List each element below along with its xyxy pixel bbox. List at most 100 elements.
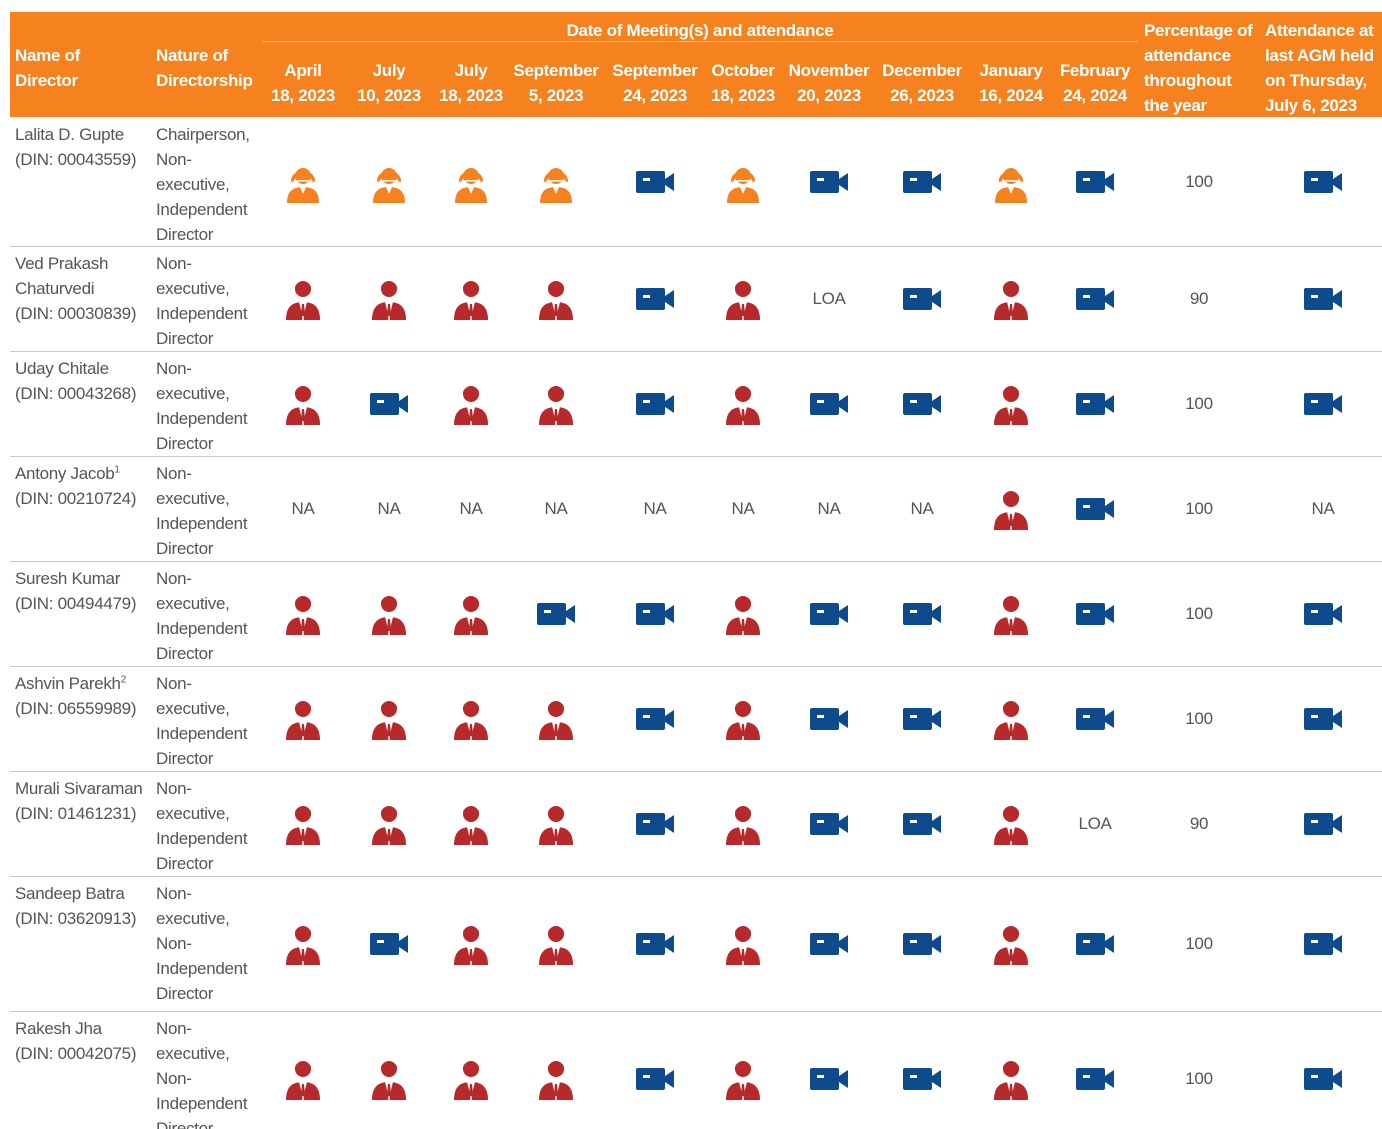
video-icon: [902, 666, 942, 771]
video-icon: [1075, 1011, 1115, 1129]
name-text: Uday Chitale: [15, 359, 109, 378]
meeting-header-line: April: [284, 61, 322, 80]
video-icon: [1303, 1011, 1343, 1129]
in-person-icon: [991, 117, 1031, 246]
in-person-icon: [451, 561, 491, 666]
meeting-header: April 18, 2023: [248, 58, 358, 108]
in-person-icon: [451, 246, 491, 351]
video-icon: [1075, 666, 1115, 771]
meeting-header: July 10, 2023: [334, 58, 444, 108]
video-icon: [1075, 561, 1115, 666]
nature: Non-executive, Non-Independent Director: [156, 884, 248, 1003]
video-icon: [635, 117, 675, 246]
in-person-icon: [991, 456, 1031, 561]
meeting-header: January 16, 2024: [956, 58, 1066, 108]
din: (DIN: 06559989): [15, 699, 137, 718]
cell-text: LOA: [812, 288, 846, 308]
video-icon: [536, 561, 576, 666]
director-name: Suresh Kumar (DIN: 00494479): [15, 566, 153, 616]
cell-text: 100: [1185, 393, 1213, 413]
video-icon: [1075, 246, 1115, 351]
meeting-header-line: 16, 2024: [979, 86, 1043, 105]
in-person-icon: [283, 117, 323, 246]
name-text: Rakesh Jha: [15, 1019, 102, 1038]
meeting-header-line: July: [454, 61, 488, 80]
in-person-icon: [451, 666, 491, 771]
in-person-icon: [536, 246, 576, 351]
director-name: Ashvin Parekh2 (DIN: 06559989): [15, 671, 153, 721]
name-text: Lalita D. Gupte: [15, 125, 124, 144]
cell-text: 100: [1185, 171, 1213, 191]
row-divider: [10, 351, 1382, 352]
in-person-icon: [369, 117, 409, 246]
name-header: Name of Director: [15, 46, 80, 90]
video-icon: [1075, 117, 1115, 246]
in-person-icon: [283, 771, 323, 876]
row-divider: [10, 456, 1382, 457]
video-icon: [809, 876, 849, 1011]
director-name: Lalita D. Gupte (DIN: 00043559): [15, 122, 153, 172]
video-icon: [809, 771, 849, 876]
nature: Chairperson, Non-executive, Independent …: [156, 125, 250, 244]
in-person-icon: [283, 351, 323, 456]
meeting-header-line: October: [711, 61, 775, 80]
cell-text: NA: [377, 498, 401, 518]
in-person-icon: [283, 666, 323, 771]
meeting-header: December 26, 2023: [867, 58, 977, 108]
row-divider: [10, 666, 1382, 667]
video-icon: [1075, 876, 1115, 1011]
meeting-header: September 5, 2023: [501, 58, 611, 108]
name-text: Antony Jacob: [15, 464, 115, 483]
name-text: Murali Sivaraman: [15, 779, 143, 798]
group-rule: [262, 41, 1138, 42]
cell-text: 100: [1185, 1068, 1213, 1088]
video-icon: [902, 246, 942, 351]
cell-text: NA: [459, 498, 483, 518]
video-icon: [635, 666, 675, 771]
din: (DIN: 03620913): [15, 909, 137, 928]
in-person-icon: [723, 666, 763, 771]
director-name: Antony Jacob1 (DIN: 00210724): [15, 461, 153, 511]
in-person-icon: [723, 561, 763, 666]
director-name: Uday Chitale (DIN: 00043268): [15, 356, 153, 406]
meeting-header-line: 5, 2023: [528, 86, 584, 105]
in-person-icon: [369, 771, 409, 876]
video-icon: [1303, 876, 1343, 1011]
cell-text: NA: [643, 498, 667, 518]
in-person-icon: [723, 1011, 763, 1129]
in-person-icon: [451, 771, 491, 876]
meeting-header: November 20, 2023: [774, 58, 884, 108]
meeting-header: September 24, 2023: [600, 58, 710, 108]
group-title: Date of Meeting(s) and attendance: [566, 21, 834, 40]
in-person-icon: [991, 351, 1031, 456]
cell-text: 100: [1185, 708, 1213, 728]
director-name: Sandeep Batra (DIN: 03620913): [15, 881, 153, 931]
cell-text: NA: [291, 498, 315, 518]
in-person-icon: [536, 1011, 576, 1129]
video-icon: [902, 351, 942, 456]
director-name: Ved Prakash Chaturvedi (DIN: 00030839): [15, 251, 153, 326]
video-icon: [1303, 117, 1343, 246]
agm-header: Attendance at last AGM held on Thursday,…: [1265, 21, 1374, 115]
meeting-header-line: 20, 2023: [797, 86, 861, 105]
video-icon: [635, 561, 675, 666]
cell-text: 90: [1189, 813, 1209, 833]
in-person-icon: [451, 117, 491, 246]
in-person-icon: [723, 117, 763, 246]
in-person-icon: [369, 666, 409, 771]
in-person-icon: [283, 246, 323, 351]
meeting-header-line: 10, 2023: [357, 86, 421, 105]
video-icon: [1303, 666, 1343, 771]
video-icon: [635, 876, 675, 1011]
din: (DIN: 00210724): [15, 489, 137, 508]
nature: Non-executive, Independent Director: [156, 674, 248, 768]
video-icon: [809, 561, 849, 666]
in-person-icon: [723, 771, 763, 876]
in-person-icon: [536, 351, 576, 456]
cell-text: 90: [1189, 288, 1209, 308]
row-divider: [10, 876, 1382, 877]
video-icon: [635, 246, 675, 351]
director-name: Murali Sivaraman (DIN: 01461231): [15, 776, 153, 826]
nature: Non-executive, Non-Independent Director: [156, 1019, 248, 1129]
